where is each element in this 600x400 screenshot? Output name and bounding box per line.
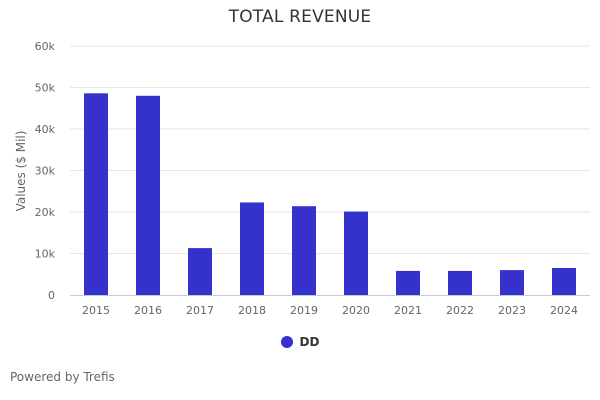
y-tick-label: 30k <box>35 165 56 178</box>
y-tick-label: 60k <box>35 40 56 53</box>
legend[interactable]: DD <box>0 335 600 349</box>
bar-2022[interactable] <box>448 270 472 295</box>
x-axis-ticks: 2015 2016 2017 2018 2019 2020 2021 2022 2023 2024 <box>82 304 578 317</box>
bar-2018[interactable] <box>240 202 264 295</box>
bar-2020[interactable] <box>344 211 368 295</box>
x-tick-label: 2019 <box>290 304 318 317</box>
x-tick-label: 2016 <box>134 304 162 317</box>
gridlines <box>70 45 590 296</box>
legend-marker <box>280 336 293 348</box>
x-tick-label: 2023 <box>498 304 526 317</box>
x-tick-label: 2017 <box>186 304 214 317</box>
bar-2017[interactable] <box>188 248 212 295</box>
y-axis-title: Values ($ Mil) <box>14 131 28 212</box>
bar-2021[interactable] <box>396 270 420 295</box>
bars <box>84 93 576 295</box>
bar-2015[interactable] <box>84 93 108 295</box>
x-tick-label: 2024 <box>550 304 578 317</box>
x-tick-label: 2015 <box>82 304 110 317</box>
bar-2023[interactable] <box>500 270 524 295</box>
x-tick-label: 2020 <box>342 304 370 317</box>
y-axis-ticks: 0 10k 20k 30k 40k 50k 60k <box>35 40 56 302</box>
y-tick-label: 50k <box>35 82 56 95</box>
x-tick-label: 2018 <box>238 304 266 317</box>
y-tick-label: 40k <box>35 123 56 136</box>
chart-title: TOTAL REVENUE <box>228 7 372 27</box>
x-tick-label: 2021 <box>394 304 422 317</box>
y-tick-label: 20k <box>35 206 56 219</box>
bar-2019[interactable] <box>292 206 316 295</box>
y-tick-label: 0 <box>48 289 55 302</box>
legend-label: DD <box>299 335 320 349</box>
x-tick-label: 2022 <box>446 304 474 317</box>
credits-link[interactable]: Powered by Trefis <box>10 370 115 384</box>
bar-2024[interactable] <box>552 268 576 295</box>
bar-2016[interactable] <box>136 95 160 295</box>
y-tick-label: 10k <box>35 248 56 261</box>
